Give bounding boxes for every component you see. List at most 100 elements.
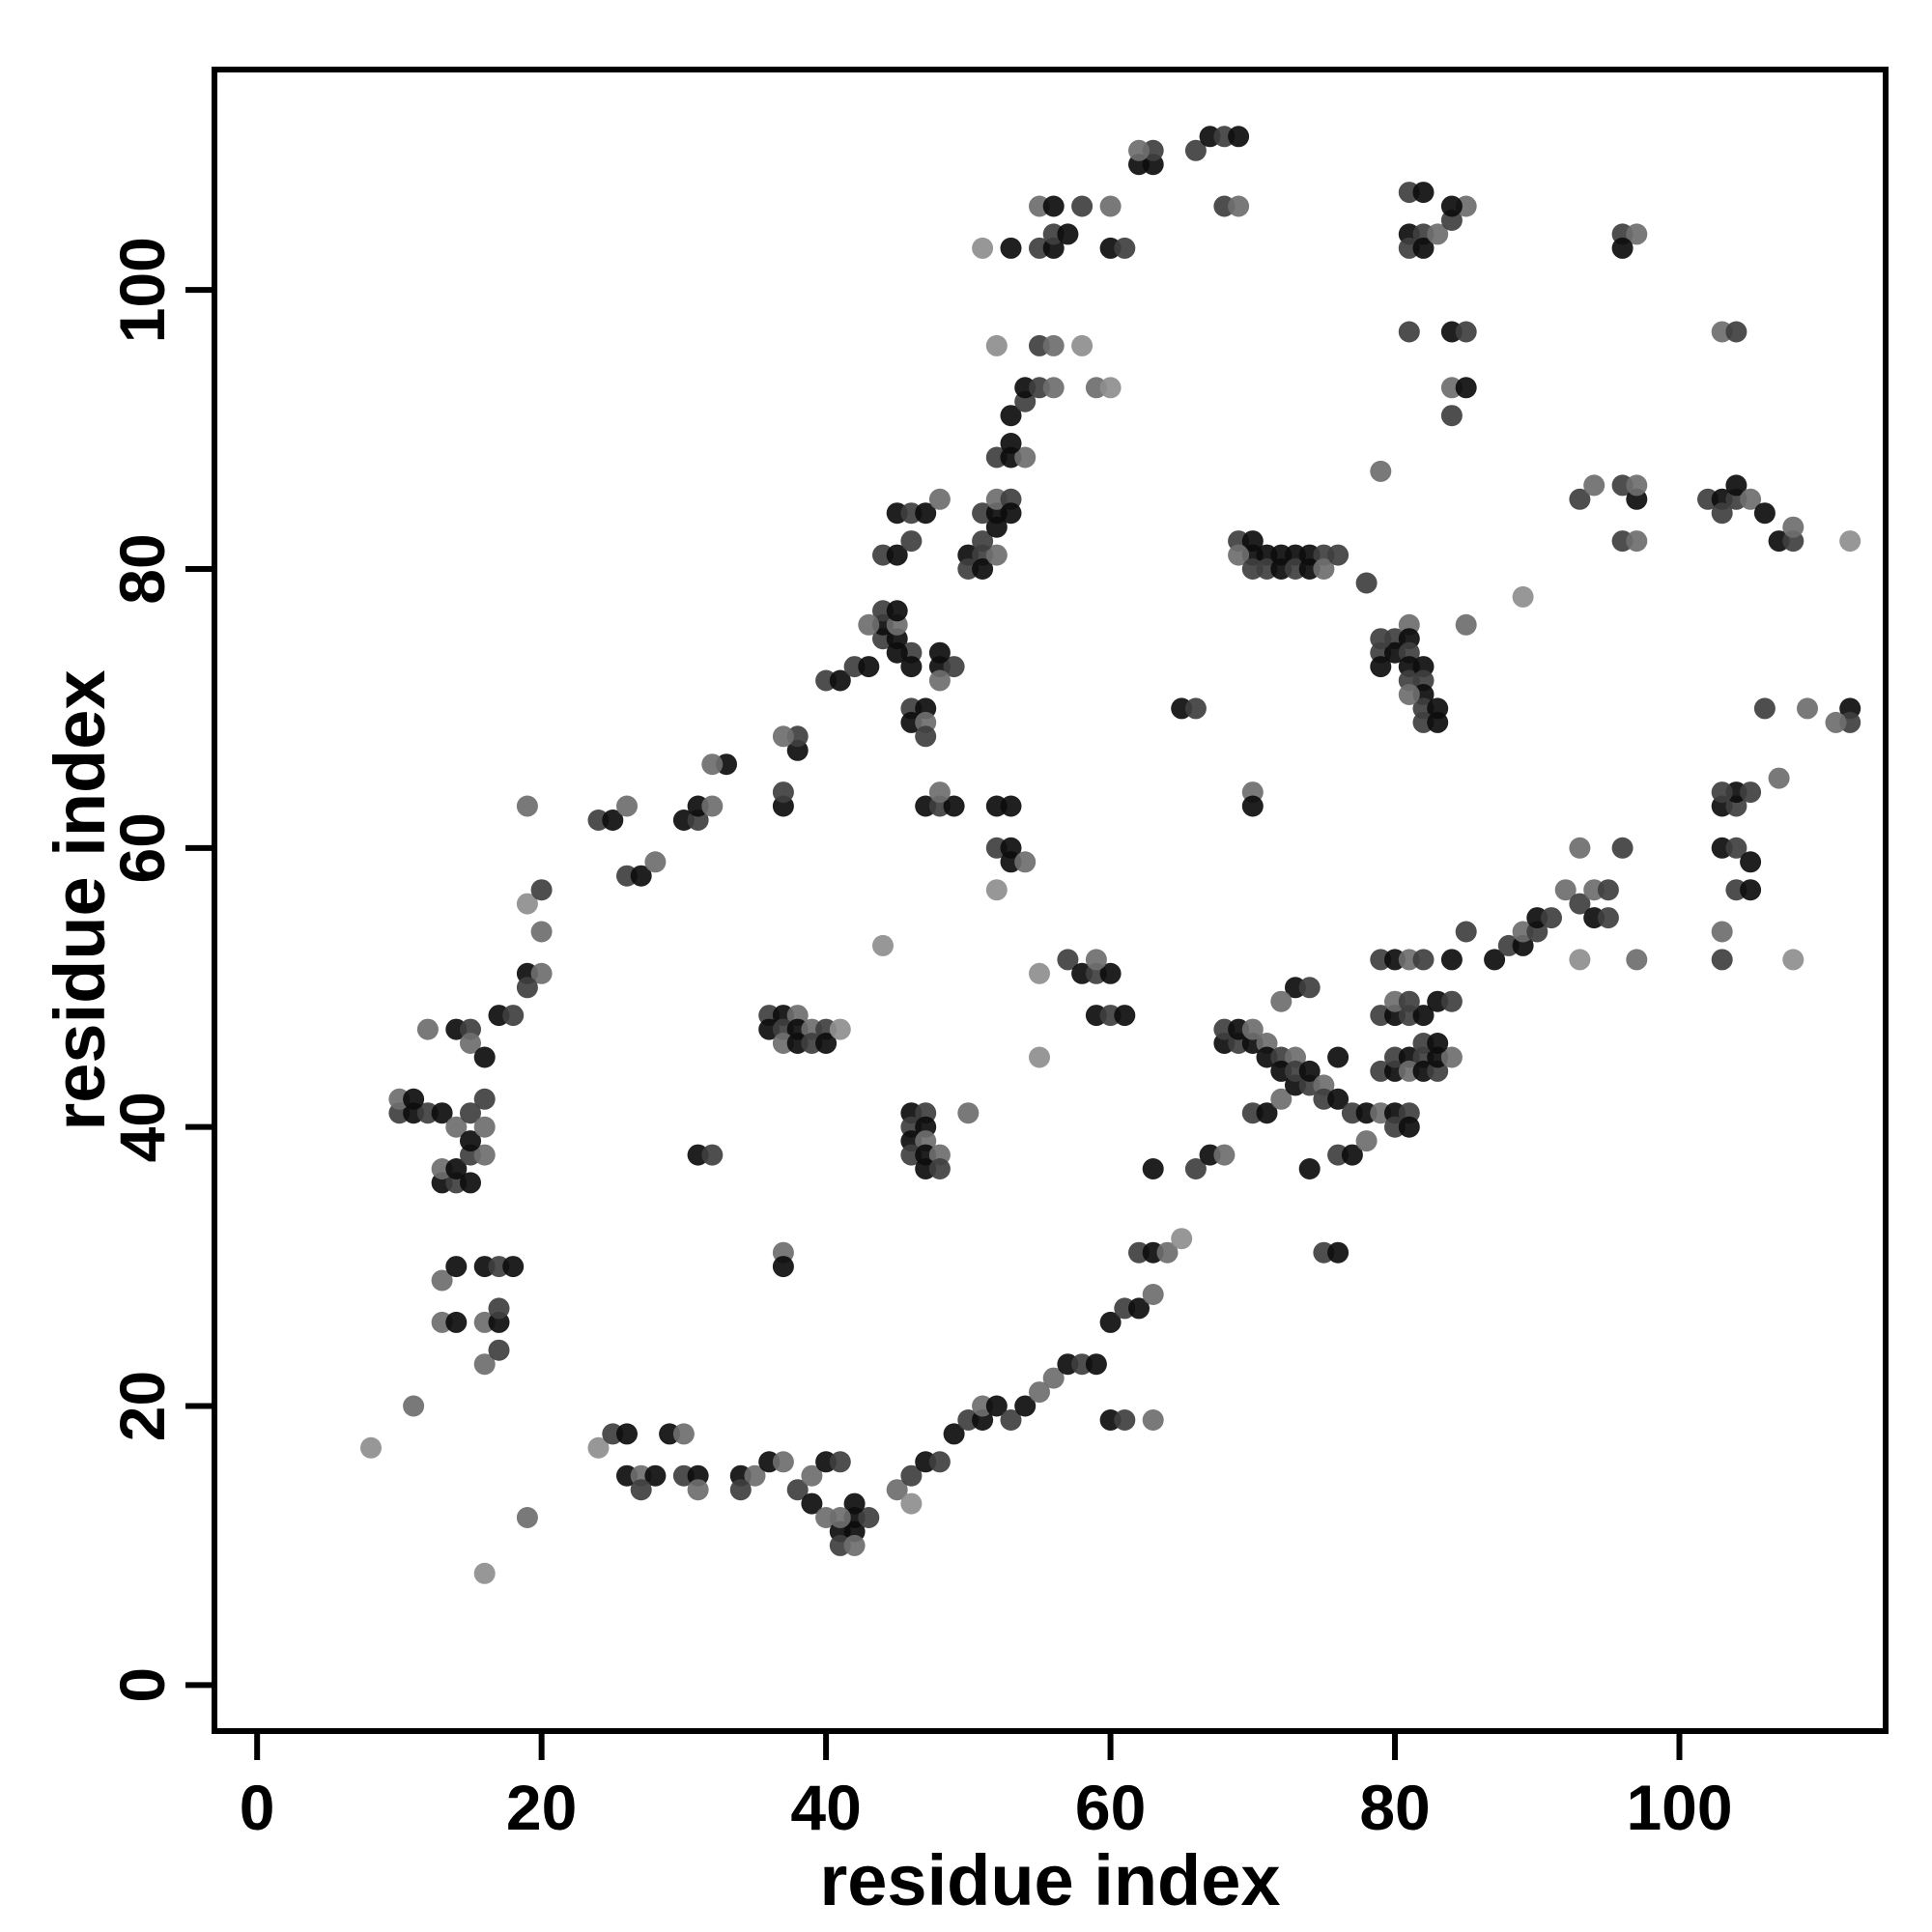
data-point — [985, 544, 1008, 566]
data-point — [1512, 585, 1534, 608]
data-point — [1740, 879, 1762, 901]
data-point — [886, 544, 908, 566]
data-point — [1057, 223, 1079, 245]
data-point — [843, 1492, 866, 1515]
data-point — [1440, 195, 1463, 217]
data-point — [772, 1256, 794, 1278]
data-point — [1753, 697, 1776, 720]
data-point — [900, 1492, 923, 1515]
data-point — [1370, 460, 1392, 482]
data-point — [1071, 334, 1094, 356]
data-point — [1099, 377, 1122, 399]
data-point — [1171, 1228, 1193, 1250]
data-point — [1142, 1284, 1164, 1305]
y-tick-label: 0 — [106, 1667, 178, 1703]
data-point — [1327, 1088, 1350, 1110]
data-point — [1484, 949, 1506, 971]
data-point — [1142, 1409, 1164, 1431]
data-point — [1014, 851, 1037, 873]
data-point — [1241, 1018, 1264, 1040]
data-point — [1768, 767, 1790, 789]
data-point — [1725, 474, 1747, 497]
data-point — [445, 1311, 468, 1333]
data-point — [972, 237, 994, 259]
data-point — [1071, 195, 1094, 217]
data-point — [1740, 781, 1762, 804]
x-tick-label: 100 — [1626, 1772, 1732, 1843]
data-point — [630, 1479, 652, 1501]
data-point — [943, 1423, 965, 1445]
data-point — [1042, 195, 1065, 217]
data-point — [473, 1116, 496, 1138]
data-point — [1184, 697, 1207, 720]
data-point — [886, 600, 908, 622]
data-point — [928, 488, 951, 510]
data-point — [1029, 962, 1050, 984]
data-point — [431, 1269, 453, 1292]
data-point — [1241, 795, 1264, 817]
data-point — [1184, 139, 1207, 161]
data-point — [701, 795, 724, 817]
data-point — [1626, 474, 1648, 497]
data-point — [1398, 684, 1420, 705]
data-point — [1455, 613, 1477, 636]
data-point — [1725, 321, 1747, 343]
data-point — [687, 1479, 709, 1501]
data-point — [616, 795, 638, 817]
data-point — [829, 1507, 851, 1528]
data-point — [1711, 781, 1733, 804]
data-point — [530, 921, 553, 943]
x-tick-label: 40 — [790, 1772, 861, 1843]
data-point — [1042, 334, 1065, 356]
data-point — [431, 1102, 453, 1124]
data-point — [900, 1464, 923, 1487]
data-point — [416, 1018, 439, 1040]
data-point — [1000, 237, 1022, 259]
data-point — [360, 1436, 382, 1459]
data-point — [915, 725, 937, 748]
data-point — [1611, 837, 1634, 859]
data-point — [1839, 530, 1861, 553]
data-point — [1711, 949, 1733, 971]
data-point — [445, 1116, 468, 1138]
data-point — [460, 1130, 481, 1152]
data-point — [1128, 139, 1150, 161]
data-point — [1398, 1116, 1420, 1138]
data-point — [530, 879, 553, 901]
data-point — [1611, 237, 1634, 259]
data-point — [516, 1507, 538, 1528]
data-point — [516, 977, 538, 999]
data-point — [786, 1479, 809, 1501]
y-tick-label: 60 — [106, 812, 178, 883]
data-point — [1327, 1046, 1350, 1068]
data-point — [985, 1395, 1008, 1417]
data-point — [1000, 405, 1022, 427]
data-point — [928, 669, 951, 692]
data-point — [403, 1088, 425, 1110]
data-point — [858, 656, 880, 678]
data-point — [957, 1102, 980, 1124]
data-point — [985, 334, 1008, 356]
data-point — [1000, 1409, 1022, 1431]
data-point — [1440, 1046, 1463, 1068]
data-point — [701, 753, 724, 776]
data-point — [460, 1172, 481, 1194]
data-point — [1313, 558, 1335, 580]
data-point — [1797, 697, 1818, 720]
data-point — [1228, 544, 1250, 566]
data-point — [445, 1158, 468, 1179]
data-point — [1142, 1158, 1164, 1179]
data-point — [1440, 405, 1463, 427]
data-point — [1327, 1241, 1350, 1264]
data-point — [1412, 237, 1435, 259]
data-point — [1427, 711, 1449, 733]
data-point — [1355, 1130, 1378, 1152]
data-point — [928, 641, 951, 664]
plot-border — [212, 67, 1889, 1734]
data-point — [900, 656, 923, 678]
data-point — [900, 530, 923, 553]
data-point — [1000, 433, 1022, 454]
data-point — [1569, 488, 1591, 510]
data-point — [1412, 949, 1435, 971]
